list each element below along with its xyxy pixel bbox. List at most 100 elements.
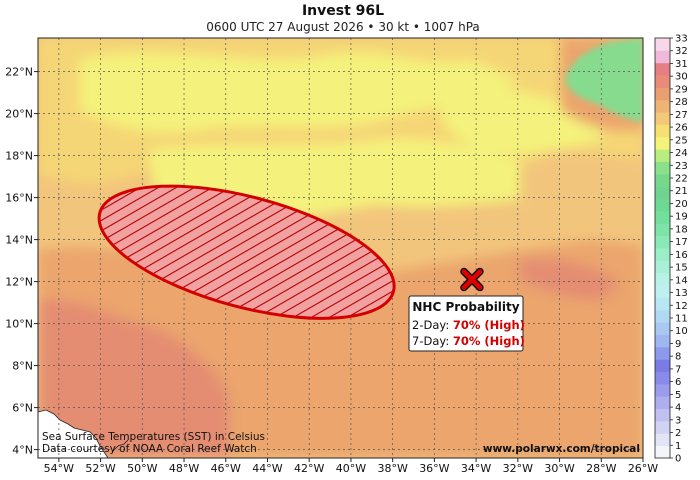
colorbar-segment [655,445,670,459]
longitude-axis: 54°W 52°W 50°W 48°W 46°W 44°W 42°W 40°W 38°W 36°W… [44,458,658,475]
sst-band-30-east [520,258,620,300]
colorbar-segment [655,322,670,335]
colorbar-segment [655,50,670,64]
colorbar-segment [655,75,670,88]
lon-tick-label: 50°W [127,462,157,475]
sst-band-27-north [80,52,520,133]
lon-tick-label: 40°W [336,462,366,475]
colorbar-segment [655,223,670,237]
colorbar-tick-label: 1 [675,441,681,452]
colorbar-tick-label: 5 [675,390,681,401]
sst-field [38,38,643,458]
colorbar-tick-label: 24 [675,148,688,159]
two-day-line: 2-Day: 70% (High) [412,318,525,332]
lon-tick-label: 36°W [419,462,449,475]
colorbar-tick-label: 28 [675,97,688,108]
map-subtitle: 0600 UTC 27 August 2026 • 30 kt • 1007 h… [206,20,480,34]
colorbar-tick-label: 20 [675,199,688,210]
colorbar-segment [655,210,670,224]
seven-day-value: 70% (High) [453,334,525,348]
lon-tick-label: 28°W [586,462,616,475]
colorbar-segment [655,334,670,348]
sst-band-30-southwest [38,299,230,458]
colorbar-tick-label: 11 [675,314,688,325]
colorbar-segment [655,359,670,373]
colorbar-segment [655,136,670,150]
lat-tick-label: 12°N [5,276,33,289]
colorbar-tick-label: 25 [675,135,688,146]
colorbar-segment [655,383,670,397]
colorbar-frame [654,37,671,459]
colorbar-segment [655,285,670,298]
lat-tick-label: 18°N [5,150,33,163]
lon-tick-label: 54°W [44,462,74,475]
colorbar-tick-label: 23 [675,161,688,172]
colorbar-tick-label: 26 [675,123,688,134]
colorbar-tick-label: 10 [675,326,688,337]
colorbar-tick-label: 29 [675,84,688,95]
colorbar-segment [655,420,670,434]
colorbar-tick-label: 33 [675,34,688,45]
seven-day-line: 7-Day: 70% (High) [412,334,525,348]
two-day-value: 70% (High) [453,318,525,332]
colorbar-segment [655,309,670,323]
colorbar-segment [655,235,670,249]
colorbar-tick-label: 8 [675,352,681,363]
map-frame [37,37,644,459]
lon-tick-label: 30°W [544,462,574,475]
colorbar-tick-label: 14 [675,275,688,286]
colorbar-tick-label: 16 [675,250,688,261]
credit-line-1: Sea Surface Temperatures (SST) in Celsiu… [42,431,265,443]
colorbar-tick-label: 17 [675,237,688,248]
latitude-axis: 4°N 6°N 8°N 10°N 12°N 14°N 16°N 18°N 20°N 22°N [5,66,38,457]
probability-box: NHC Probability 2-Day: 70% (High) 7-Day:… [408,295,525,352]
lat-tick-label: 8°N [12,360,33,373]
colorbar-segment [655,248,670,261]
lon-tick-label: 34°W [461,462,491,475]
sst-colorbar: 0123456789101112131415161718192021222324… [654,34,688,465]
colorbar-tick-label: 12 [675,301,688,312]
colorbar-tick-label: 0 [675,454,681,465]
colorbar-segment [655,161,670,175]
colorbar-segment [655,99,670,113]
colorbar-tick-label: 18 [675,224,688,235]
colorbar-segment [655,346,670,360]
coast-detail [111,439,129,453]
lon-tick-label: 38°W [377,462,407,475]
south-america-coast [38,409,109,458]
website-url: www.polarwx.com/tropical [483,443,640,455]
colorbar-tick-label: 32 [675,46,688,57]
credit-line-2: Data courtesy of NOAA Coral Reef Watch [42,443,257,455]
lat-tick-label: 20°N [5,108,33,121]
lat-tick-label: 6°N [12,402,33,415]
lat-tick-label: 14°N [5,234,33,247]
lat-tick-label: 10°N [5,318,33,331]
colorbar-tick-label: 6 [675,377,681,388]
colorbar-segment [655,433,670,447]
colorbar-tick-label: 2 [675,428,681,439]
colorbar-segment [655,124,670,138]
probability-title: NHC Probability [412,300,519,314]
colorbar-segment [655,297,670,311]
colorbar-segment [655,198,670,212]
two-day-label: 2-Day: [412,318,449,332]
colorbar-segment [655,87,670,101]
colorbar-tick-label: 27 [675,110,688,121]
colorbar-tick-label: 31 [675,59,688,70]
lon-tick-label: 26°W [628,462,658,475]
lon-tick-label: 44°W [252,462,282,475]
colorbar-segment [655,260,670,274]
lon-tick-label: 46°W [211,462,241,475]
colorbar-segment [655,112,670,125]
colorbar-tick-label: 9 [675,339,681,350]
lon-tick-label: 48°W [169,462,199,475]
colorbar-segment [655,371,670,385]
colorbar-tick-label: 4 [675,403,681,414]
colorbar-tick-label: 30 [675,72,688,83]
lat-tick-label: 22°N [5,66,33,79]
colorbar-tick-label: 13 [675,288,688,299]
colorbar-segment [655,38,670,51]
colorbar-segment [655,186,670,200]
colorbar-segment [655,62,670,76]
